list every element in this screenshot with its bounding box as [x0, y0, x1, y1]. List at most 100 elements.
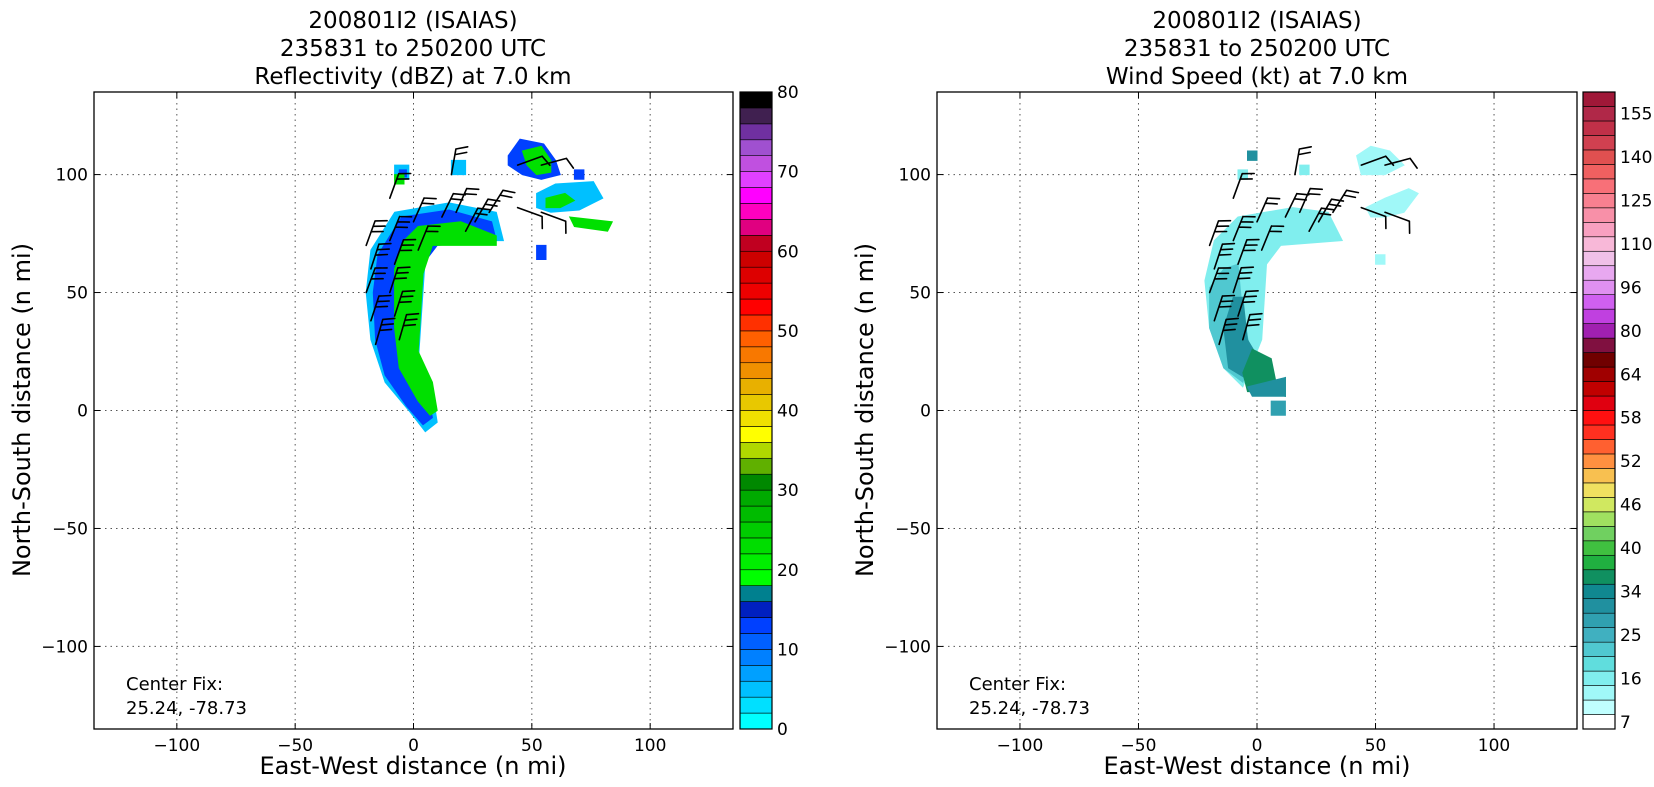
wind-barb [370, 294, 392, 322]
left-title-line-1: 200801I2 (ISAIAS) [308, 8, 517, 34]
wind-barb [464, 207, 491, 232]
x-tick-label: 0 [1252, 736, 1263, 756]
wind-barb [1384, 211, 1411, 234]
field-region [1375, 254, 1386, 265]
colorbar-segment [739, 378, 773, 395]
x-tick-label: 100 [634, 736, 666, 756]
y-tick-label: 100 [899, 166, 931, 186]
wind-barb [398, 312, 420, 341]
colorbar-segment [1582, 641, 1616, 657]
y-tick-label: −100 [41, 637, 88, 657]
left-y-axis-label: North-South distance (n mi) [8, 243, 36, 577]
colorbar-segment [1582, 91, 1616, 107]
colorbar-tick-label: 16 [1620, 669, 1642, 689]
colorbar-segment [1582, 250, 1616, 267]
right-title-line-1: 200801I2 (ISAIAS) [1152, 8, 1361, 34]
wind-barb [1208, 267, 1232, 294]
colorbar-segment [1582, 193, 1616, 209]
panel-reflectivity: 200801I2 (ISAIAS) 235831 to 250200 UTC R… [8, 8, 799, 780]
y-tick-label: 50 [66, 284, 88, 304]
colorbar-segment [739, 346, 773, 364]
colorbar-segment [739, 649, 773, 666]
colorbar-segment [739, 171, 773, 188]
colorbar-tick-label: 40 [777, 402, 799, 422]
colorbar-segment [739, 680, 773, 698]
x-tick-label: 0 [408, 736, 419, 756]
colorbar-segment [739, 362, 773, 379]
field-region [450, 159, 467, 176]
colorbar-segment [739, 569, 773, 586]
colorbar-segment [1582, 656, 1616, 672]
colorbar-segment [739, 203, 773, 220]
colorbar-segment [1582, 453, 1616, 469]
colorbar-segment [1582, 554, 1616, 571]
wind-barb [540, 211, 567, 234]
colorbar-segment [1582, 685, 1616, 701]
right-colorbar: 7 16 25 34 40 46 52 58 64 80 96 110 125 140 155 [1582, 91, 1652, 733]
y-tick-label: 100 [56, 166, 88, 186]
colorbar-tick-label: 10 [777, 640, 799, 660]
colorbar-tick-label: 0 [777, 720, 788, 740]
wind-barb [1384, 157, 1418, 169]
colorbar-segment [1582, 120, 1616, 136]
field-region [1365, 188, 1419, 218]
left-title-line-3: Reflectivity (dBZ) at 7.0 km [254, 64, 571, 90]
colorbar-segment [1582, 178, 1616, 194]
wind-barb [1213, 294, 1236, 322]
right-wind-barbs [1208, 146, 1418, 346]
field-region [1246, 376, 1286, 397]
colorbar-tick-label: 34 [1620, 582, 1642, 602]
colorbar-segment [1582, 424, 1616, 440]
colorbar-segment [1582, 352, 1616, 368]
colorbar-segment [1582, 265, 1616, 281]
x-tick-label: 50 [521, 736, 543, 756]
field-region [394, 221, 497, 416]
field-region [536, 244, 547, 260]
wind-barb [1213, 242, 1236, 270]
wind-barb [1237, 290, 1259, 317]
colorbar-frame [1582, 91, 1616, 730]
colorbar-tick-label: 110 [1620, 235, 1652, 255]
right-y-axis-label: North-South distance (n mi) [851, 243, 879, 577]
field-region [521, 145, 552, 176]
colorbar-segment [739, 298, 773, 316]
colorbar-segment [739, 473, 773, 491]
wind-barb [1232, 172, 1255, 199]
colorbar-tick-label: 20 [777, 561, 799, 581]
x-tick-label: −100 [997, 736, 1044, 756]
y-tick-label: −100 [884, 637, 931, 657]
colorbar-segment [1582, 699, 1616, 715]
colorbar-segment [1582, 149, 1616, 165]
colorbar-segment [739, 123, 773, 141]
colorbar-segment [739, 664, 773, 682]
wind-barb [393, 238, 417, 265]
colorbar-segment [739, 489, 773, 507]
colorbar-tick-label: 7 [1620, 713, 1631, 733]
wind-barb [1332, 189, 1360, 214]
colorbar-segment [739, 696, 773, 714]
colorbar-segment [739, 712, 773, 730]
colorbar-segment [739, 457, 773, 475]
colorbar-segment [1582, 439, 1616, 455]
wind-barb [1232, 215, 1256, 242]
wind-barb [1208, 219, 1232, 247]
colorbar-segment [739, 139, 773, 157]
wind-barb [389, 172, 412, 199]
colorbar-segment [1582, 381, 1616, 397]
colorbar-segment [1582, 207, 1616, 223]
y-tick-label: −50 [895, 519, 931, 539]
wind-barb [1317, 198, 1345, 223]
colorbar-segment [739, 250, 773, 268]
colorbar-segment [739, 282, 773, 300]
wind-barb [1242, 312, 1263, 341]
colorbar-segment [1582, 366, 1616, 382]
wind-barb [474, 198, 501, 223]
colorbar-segment [1582, 526, 1616, 542]
colorbar-segment [739, 585, 773, 602]
left-title-line-2: 235831 to 250200 UTC [280, 36, 546, 62]
colorbar-segment [739, 601, 773, 618]
colorbar-segment [1582, 236, 1616, 252]
colorbar-tick-label: 30 [777, 481, 799, 501]
colorbar-tick-label: 96 [1620, 278, 1642, 298]
